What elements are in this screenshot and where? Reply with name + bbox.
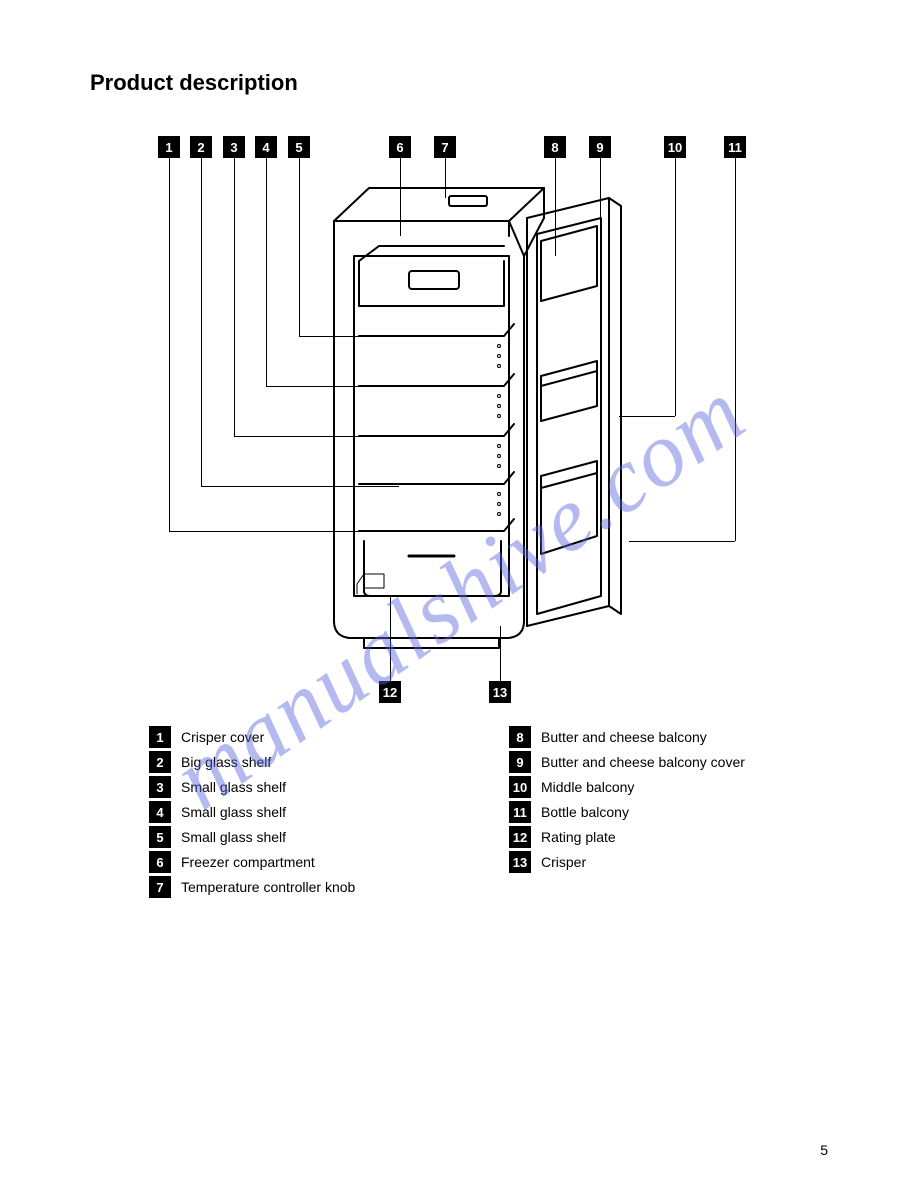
refrigerator-diagram xyxy=(309,176,649,656)
legend-num: 9 xyxy=(509,751,531,773)
legend-item: 8 Butter and cheese balcony xyxy=(509,726,769,748)
legend-label: Temperature controller knob xyxy=(181,879,355,895)
leader-3v xyxy=(234,158,235,436)
leader-10v xyxy=(675,158,676,416)
legend-label: Small glass shelf xyxy=(181,804,286,820)
legend-label: Small glass shelf xyxy=(181,779,286,795)
legend-item: 12 Rating plate xyxy=(509,826,769,848)
legend-item: 10 Middle balcony xyxy=(509,776,769,798)
legend-label: Small glass shelf xyxy=(181,829,286,845)
leader-4v xyxy=(266,158,267,386)
callout-5: 5 xyxy=(288,136,310,158)
legend-num: 1 xyxy=(149,726,171,748)
legend-num: 13 xyxy=(509,851,531,873)
leader-5v xyxy=(299,158,300,336)
legend-label: Freezer compartment xyxy=(181,854,315,870)
diagram-area: 1 2 3 4 5 6 7 8 9 10 11 12 13 xyxy=(99,136,819,706)
legend-label: Crisper xyxy=(541,854,586,870)
legend-label: Butter and cheese balcony cover xyxy=(541,754,745,770)
leader-2v xyxy=(201,158,202,486)
callout-13: 13 xyxy=(489,681,511,703)
legend-num: 2 xyxy=(149,751,171,773)
callout-11: 11 xyxy=(724,136,746,158)
legend-item: 7 Temperature controller knob xyxy=(149,876,409,898)
legend-num: 8 xyxy=(509,726,531,748)
legend-item: 6 Freezer compartment xyxy=(149,851,409,873)
callout-10: 10 xyxy=(664,136,686,158)
callout-1: 1 xyxy=(158,136,180,158)
callout-12: 12 xyxy=(379,681,401,703)
leader-1v xyxy=(169,158,170,531)
legend-item: 4 Small glass shelf xyxy=(149,801,409,823)
legend-right-col: 8 Butter and cheese balcony 9 Butter and c… xyxy=(509,726,769,901)
callout-8: 8 xyxy=(544,136,566,158)
legend-num: 4 xyxy=(149,801,171,823)
page-title: Product description xyxy=(90,70,828,96)
callout-2: 2 xyxy=(190,136,212,158)
legend-num: 6 xyxy=(149,851,171,873)
legend-label: Bottle balcony xyxy=(541,804,629,820)
legend-item: 1 Crisper cover xyxy=(149,726,409,748)
legend-label: Rating plate xyxy=(541,829,616,845)
callout-6: 6 xyxy=(389,136,411,158)
callout-3: 3 xyxy=(223,136,245,158)
legend-label: Middle balcony xyxy=(541,779,634,795)
legend-item: 5 Small glass shelf xyxy=(149,826,409,848)
legend-label: Big glass shelf xyxy=(181,754,271,770)
legend-item: 2 Big glass shelf xyxy=(149,751,409,773)
legend-num: 7 xyxy=(149,876,171,898)
legend-num: 12 xyxy=(509,826,531,848)
legend-num: 3 xyxy=(149,776,171,798)
legend-num: 11 xyxy=(509,801,531,823)
legend-item: 3 Small glass shelf xyxy=(149,776,409,798)
page-number: 5 xyxy=(820,1142,828,1158)
legend-num: 5 xyxy=(149,826,171,848)
legend-label: Crisper cover xyxy=(181,729,264,745)
legend-left-col: 1 Crisper cover 2 Big glass shelf 3 Small g… xyxy=(149,726,409,901)
legend-item: 9 Butter and cheese balcony cover xyxy=(509,751,769,773)
leader-11v xyxy=(735,158,736,541)
callout-4: 4 xyxy=(255,136,277,158)
callout-9: 9 xyxy=(589,136,611,158)
callout-7: 7 xyxy=(434,136,456,158)
legend-label: Butter and cheese balcony xyxy=(541,729,707,745)
legend-item: 13 Crisper xyxy=(509,851,769,873)
legend: 1 Crisper cover 2 Big glass shelf 3 Small g… xyxy=(149,726,769,901)
legend-num: 10 xyxy=(509,776,531,798)
legend-item: 11 Bottle balcony xyxy=(509,801,769,823)
